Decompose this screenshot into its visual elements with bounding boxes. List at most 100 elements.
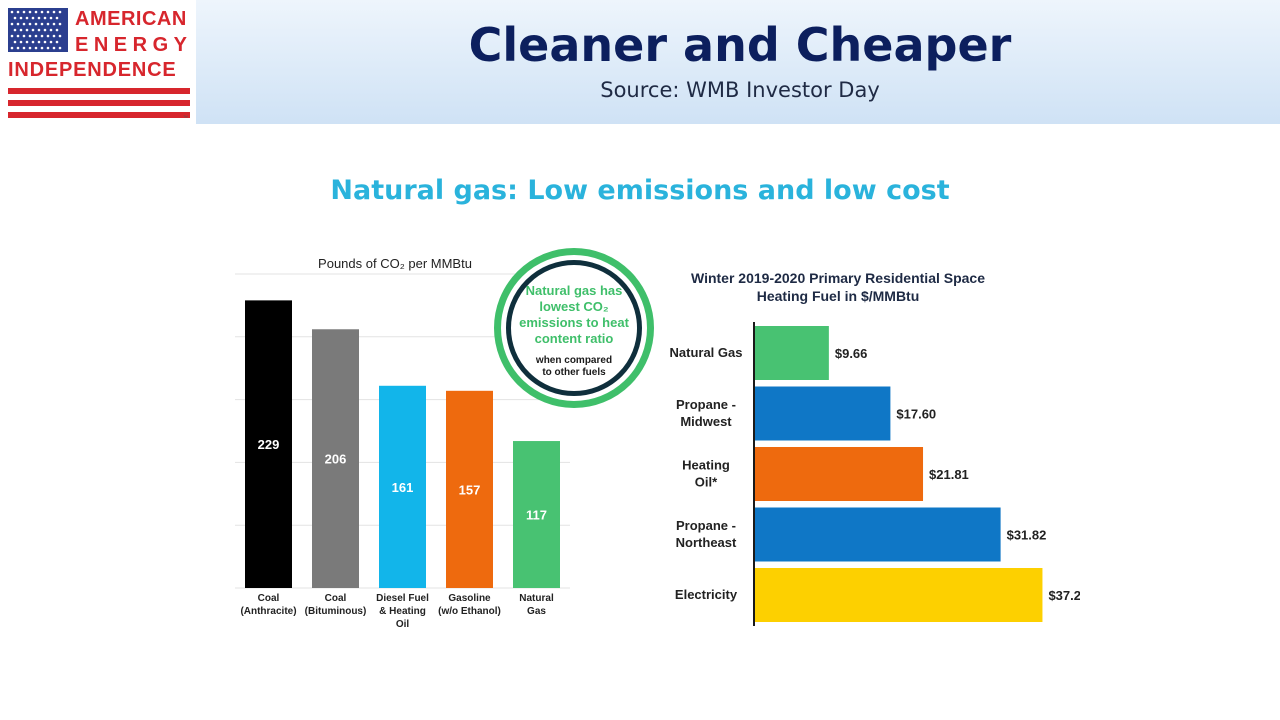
co2-value-label: 157 (459, 482, 481, 497)
logo-star-icon (49, 28, 53, 32)
logo-star-icon (13, 28, 17, 32)
logo-star-icon (58, 22, 62, 26)
logo-star-icon (52, 10, 56, 14)
slide-heading: Natural gas: Low emissions and low cost (330, 175, 950, 206)
logo-star-icon (22, 22, 26, 26)
logo-star-icon (22, 46, 26, 50)
co2-value-label: 161 (392, 480, 414, 495)
logo-star-icon (52, 34, 56, 38)
logo-star-icon (19, 28, 23, 32)
fuel-category-label: Oil* (695, 475, 718, 490)
logo-star-icon (34, 46, 38, 50)
fuel-cost-bar (754, 507, 1001, 562)
co2-bar (513, 441, 560, 588)
co2-emissions-bar-chart: Pounds of CO₂ per MMBtu 229 Coal (Anthracit… (235, 256, 570, 630)
fuel-category-label: Northeast (676, 535, 737, 550)
fuel-category-label: Midwest (680, 414, 732, 429)
logo-star-icon (37, 28, 41, 32)
logo-word-american: AMERICAN (75, 8, 187, 30)
fuel-cost-value-label: $37.22 (1048, 588, 1080, 603)
logo-star-icon (25, 16, 29, 20)
callout-line: content ratio (534, 331, 614, 346)
logo-star-icon (40, 34, 44, 38)
logo-star-icon (28, 34, 32, 38)
callout-text: Natural gas has lowest CO₂ emissions to … (513, 283, 635, 347)
flag-logo-icon (8, 8, 190, 118)
co2-category-label: Natural (519, 593, 554, 604)
logo-star-icon (55, 40, 59, 44)
logo-star-icon (28, 46, 32, 50)
logo-star-icon (34, 10, 38, 14)
logo-star-icon (55, 16, 59, 20)
logo-star-icon (43, 40, 47, 44)
logo-word-independence: INDEPENDENCE (8, 59, 177, 81)
co2-category-label: (Bituminous) (305, 606, 367, 617)
logo-star-icon (25, 28, 29, 32)
co2-category-label: & Heating (379, 606, 426, 617)
fuel-cost-value-label: $17.60 (896, 407, 936, 422)
logo-star-icon (46, 34, 50, 38)
fuel-cost-bar (754, 326, 829, 380)
fuel-category-label: Heating (682, 458, 730, 473)
logo-star-icon (49, 40, 53, 44)
logo-star-icon (22, 10, 26, 14)
co2-category-label: Oil (396, 619, 410, 630)
co2-category-label: Gas (527, 606, 546, 617)
american-energy-independence-logo: AMERICAN ENERGY INDEPENDENCE ™ (0, 0, 196, 124)
fuel-category-label: Propane - (676, 518, 736, 533)
chart-title-line: Heating Fuel in $/MMBtu (757, 288, 920, 304)
logo-star-icon (43, 28, 47, 32)
co2-category-label: Gasoline (448, 593, 491, 604)
logo-star-icon (34, 22, 38, 26)
co2-bar (245, 300, 292, 588)
callout-line: emissions to heat (519, 315, 629, 330)
logo-star-icon (10, 46, 14, 50)
page-subtitle: Source: WMB Investor Day (600, 78, 880, 102)
page-title: Cleaner and Cheaper (468, 18, 1012, 72)
logo-trademark: ™ (183, 115, 188, 121)
callout-ring (506, 260, 642, 396)
co2-value-label: 229 (258, 437, 280, 452)
logo-star-icon (19, 40, 23, 44)
logo-star-icon (10, 22, 14, 26)
natural-gas-callout-badge: Natural gas has lowest CO₂ emissions to … (494, 248, 654, 408)
logo-star-icon (52, 22, 56, 26)
logo-word-energy: ENERGY (75, 34, 193, 56)
co2-bar (312, 329, 359, 588)
co2-bar (446, 390, 493, 588)
fuel-cost-value-label: $21.81 (929, 467, 969, 482)
fuel-cost-value-label: $31.82 (1007, 528, 1047, 543)
logo-star-icon (40, 22, 44, 26)
logo-star-icon (16, 34, 20, 38)
chart-title: Pounds of CO₂ per MMBtu (318, 256, 472, 271)
logo-star-icon (16, 10, 20, 14)
logo-star-icon (19, 16, 23, 20)
logo-star-icon (31, 16, 35, 20)
co2-bar (379, 385, 426, 588)
logo-star-icon (37, 40, 41, 44)
logo-star-icon (40, 46, 44, 50)
logo-star-icon (46, 46, 50, 50)
logo-star-icon (58, 10, 62, 14)
logo-star-icon (31, 28, 35, 32)
logo-star-icon (13, 40, 17, 44)
logo-star-icon (31, 40, 35, 44)
fuel-cost-value-label: $9.66 (835, 346, 868, 361)
fuel-cost-bar (754, 568, 1043, 622)
fuel-cost-bar (754, 447, 924, 501)
logo-star-icon (28, 22, 32, 26)
logo-star-icon (58, 34, 62, 38)
logo-star-icon (37, 16, 41, 20)
logo-star-icon (52, 46, 56, 50)
logo-star-icon (25, 40, 29, 44)
logo-star-icon (10, 10, 14, 14)
logo-star-icon (46, 22, 50, 26)
fuel-category-label: Natural Gas (670, 345, 743, 360)
callout-line: lowest CO₂ (539, 299, 609, 314)
callout-sub-line: to other fuels (542, 367, 606, 378)
logo-star-icon (13, 16, 17, 20)
logo-star-icon (43, 16, 47, 20)
callout-line: Natural gas has (525, 283, 623, 298)
chart-title-line: Winter 2019-2020 Primary Residential Spa… (691, 270, 985, 286)
logo-star-icon (10, 34, 14, 38)
